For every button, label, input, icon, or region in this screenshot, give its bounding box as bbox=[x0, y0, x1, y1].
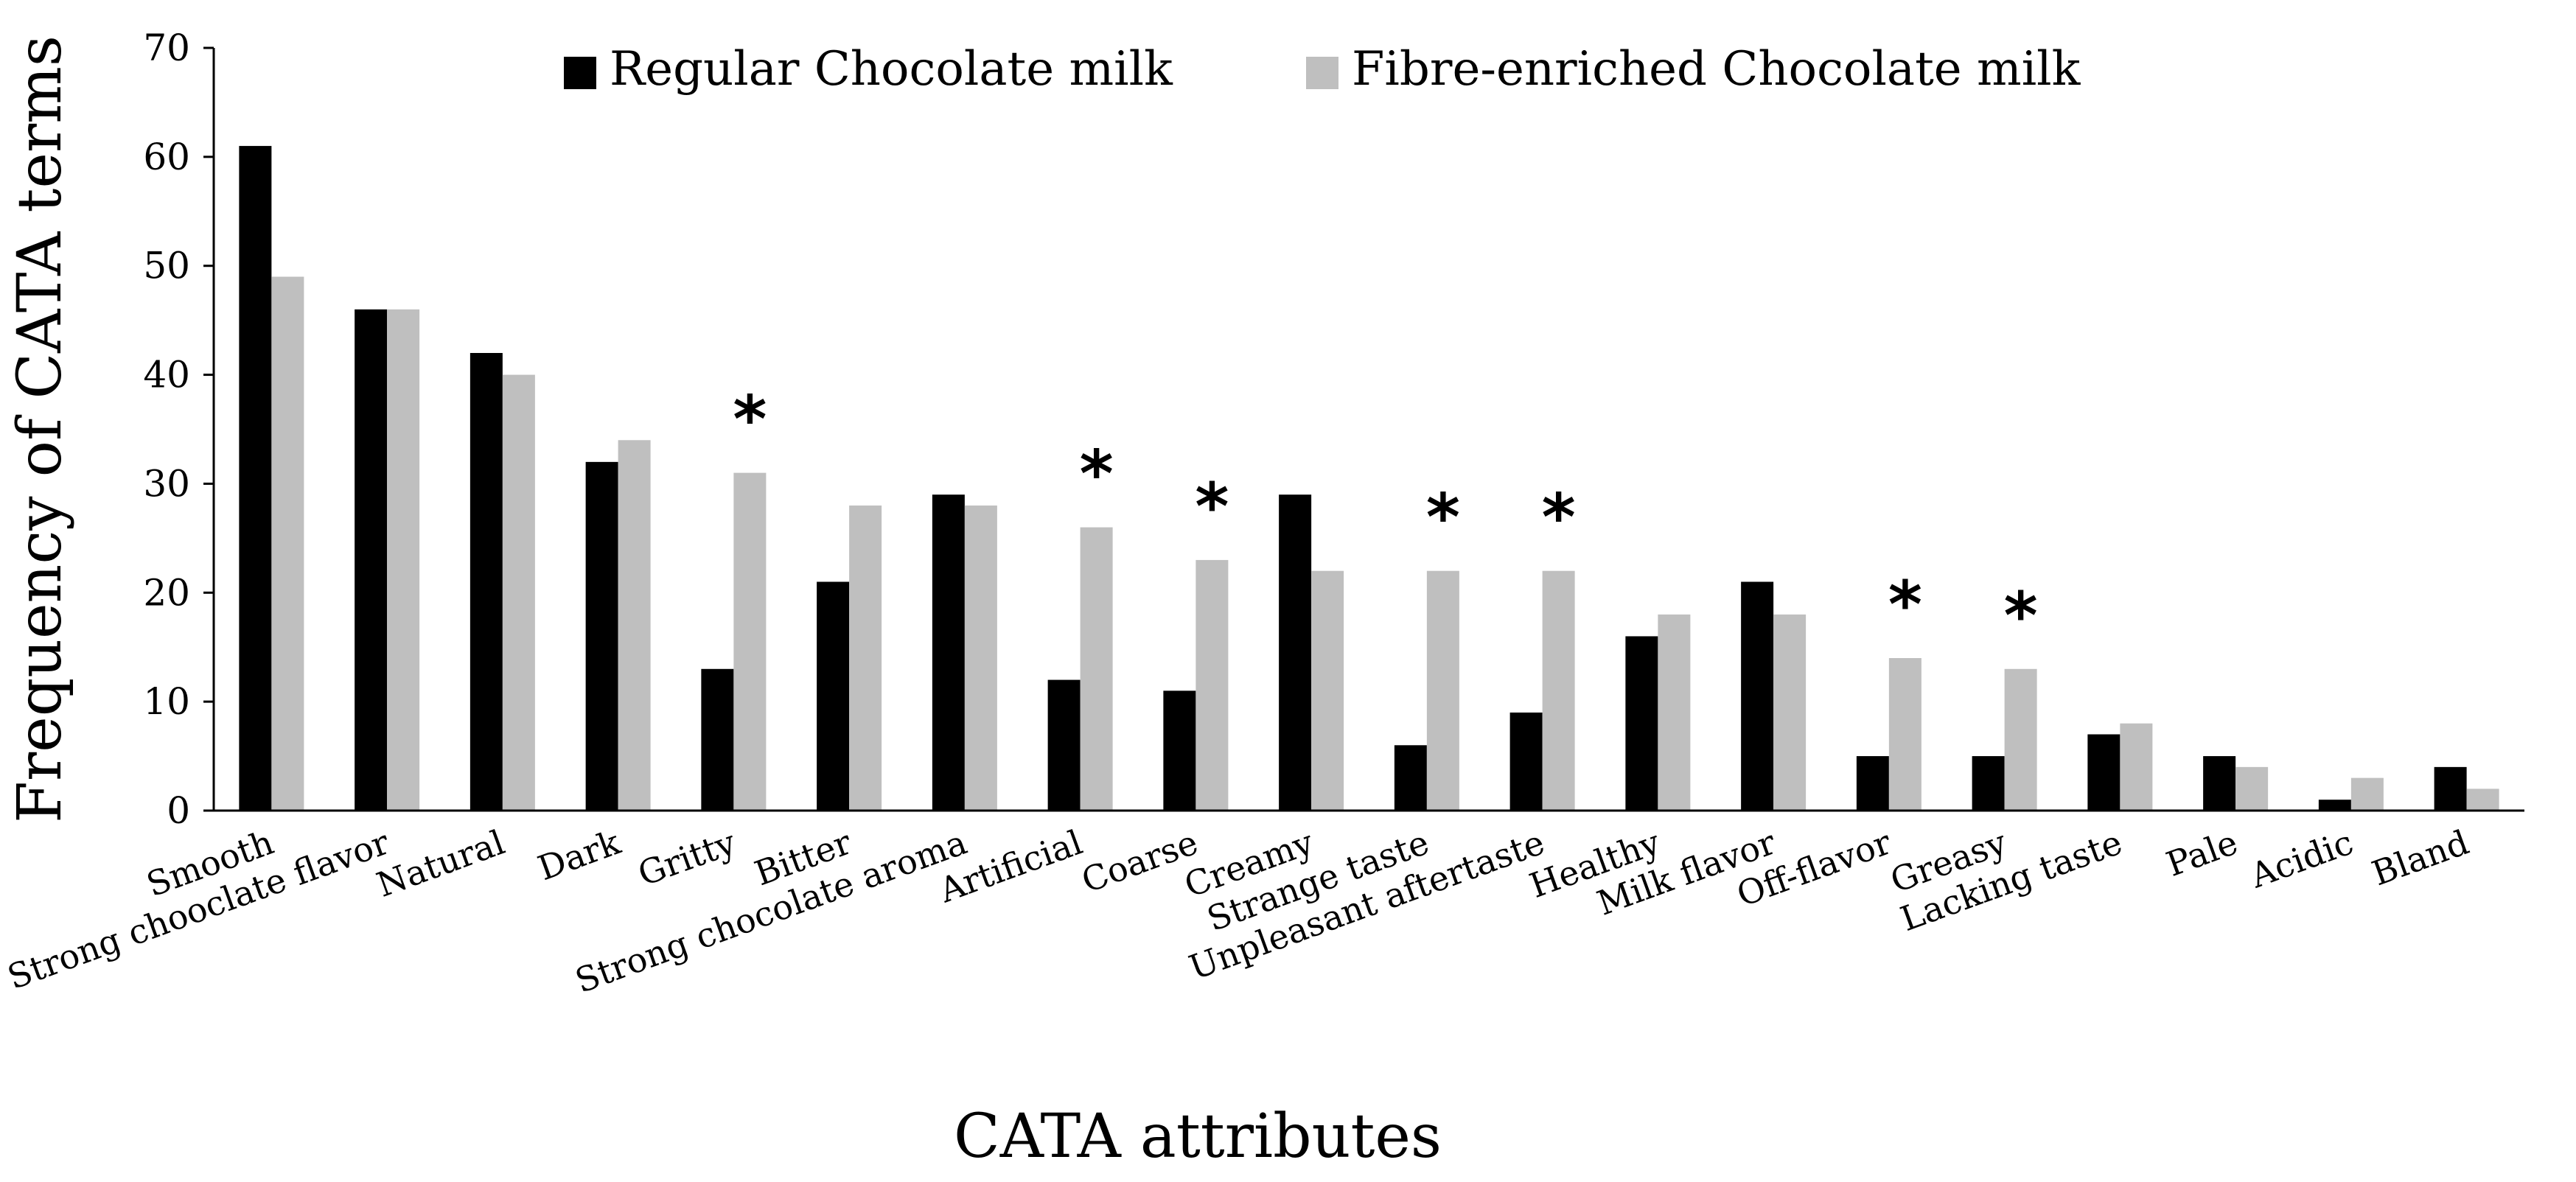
bar-regular bbox=[701, 668, 734, 811]
bars bbox=[239, 146, 2499, 811]
bar-regular bbox=[2434, 766, 2467, 811]
y-tick-label: 50 bbox=[143, 245, 190, 287]
legend-label-fibre: Fibre-enriched Chocolate milk bbox=[1352, 42, 2081, 97]
bar-regular bbox=[2087, 734, 2121, 811]
bar-regular bbox=[585, 461, 618, 811]
bar-regular bbox=[355, 309, 388, 811]
bar-regular bbox=[817, 581, 850, 811]
x-category-label: Dark bbox=[533, 822, 626, 888]
bar-fibre bbox=[1195, 559, 1229, 811]
bar-fibre bbox=[618, 440, 651, 811]
bar-regular bbox=[1972, 756, 2005, 811]
bar-regular bbox=[470, 353, 503, 811]
bar-fibre bbox=[502, 374, 535, 811]
significance-asterisk: * bbox=[1195, 469, 1229, 545]
legend: Regular Chocolate milk Fibre-enriched Ch… bbox=[564, 42, 2081, 97]
x-category-label: Bland bbox=[2367, 822, 2474, 894]
bar-fibre bbox=[849, 506, 882, 811]
bar-regular bbox=[239, 146, 272, 811]
bar-regular bbox=[1741, 581, 1774, 811]
legend-label-regular: Regular Chocolate milk bbox=[610, 42, 1173, 97]
bar-regular bbox=[2203, 756, 2236, 811]
significance-asterisk: * bbox=[1080, 436, 1114, 512]
bar-regular bbox=[1509, 712, 1543, 811]
bar-regular bbox=[932, 494, 965, 811]
x-category-label: Acidic bbox=[2244, 822, 2358, 896]
y-tick-label: 70 bbox=[143, 27, 190, 69]
significance-markers: * * * * * * * bbox=[733, 382, 2037, 654]
bar-fibre bbox=[2120, 723, 2153, 811]
y-axis-ticks: 0 10 20 30 40 50 60 70 bbox=[143, 27, 214, 832]
x-category-label: Pale bbox=[2161, 822, 2243, 884]
bar-fibre bbox=[1658, 614, 1691, 811]
bar-regular bbox=[2318, 800, 2351, 811]
bar-regular bbox=[1279, 494, 1312, 811]
x-axis-title: CATA attributes bbox=[954, 1102, 1442, 1172]
bar-fibre bbox=[733, 472, 767, 811]
significance-asterisk: * bbox=[1542, 480, 1576, 556]
legend-swatch-fibre bbox=[1306, 57, 1338, 89]
significance-asterisk: * bbox=[2004, 578, 2038, 654]
bar-fibre bbox=[1542, 570, 1575, 811]
bar-fibre bbox=[1888, 658, 1921, 811]
x-category-label: Natural bbox=[371, 822, 510, 905]
y-tick-label: 40 bbox=[143, 354, 190, 396]
x-category-label: Coarse bbox=[1076, 822, 1203, 901]
y-tick-label: 30 bbox=[143, 462, 190, 505]
y-tick-label: 60 bbox=[143, 136, 190, 178]
y-axis-title: Frequency of CATA terms bbox=[5, 35, 75, 823]
bar-fibre bbox=[1311, 570, 1344, 811]
x-category-label: Gritty bbox=[632, 822, 741, 894]
bar-regular bbox=[1163, 690, 1196, 811]
legend-swatch-regular bbox=[564, 57, 596, 89]
bar-regular bbox=[1856, 756, 1889, 811]
bar-fibre bbox=[1773, 614, 1807, 811]
bar-fibre bbox=[2466, 788, 2499, 811]
bar-fibre bbox=[387, 309, 420, 811]
bar-fibre bbox=[2235, 766, 2269, 811]
significance-asterisk: * bbox=[733, 382, 767, 458]
significance-asterisk: * bbox=[1426, 480, 1460, 556]
bar-fibre bbox=[1080, 527, 1113, 811]
bar-fibre bbox=[2350, 777, 2384, 811]
bar-fibre bbox=[2004, 668, 2037, 811]
bar-fibre bbox=[964, 506, 997, 811]
bar-regular bbox=[1047, 679, 1081, 811]
bar-fibre bbox=[271, 276, 304, 811]
y-tick-label: 20 bbox=[143, 571, 190, 614]
significance-asterisk: * bbox=[1888, 567, 1922, 643]
bar-regular bbox=[1394, 745, 1427, 811]
y-tick-label: 10 bbox=[143, 680, 190, 723]
bar-regular bbox=[1625, 636, 1658, 811]
bar-fibre bbox=[1426, 570, 1459, 811]
y-tick-label: 0 bbox=[167, 789, 190, 832]
